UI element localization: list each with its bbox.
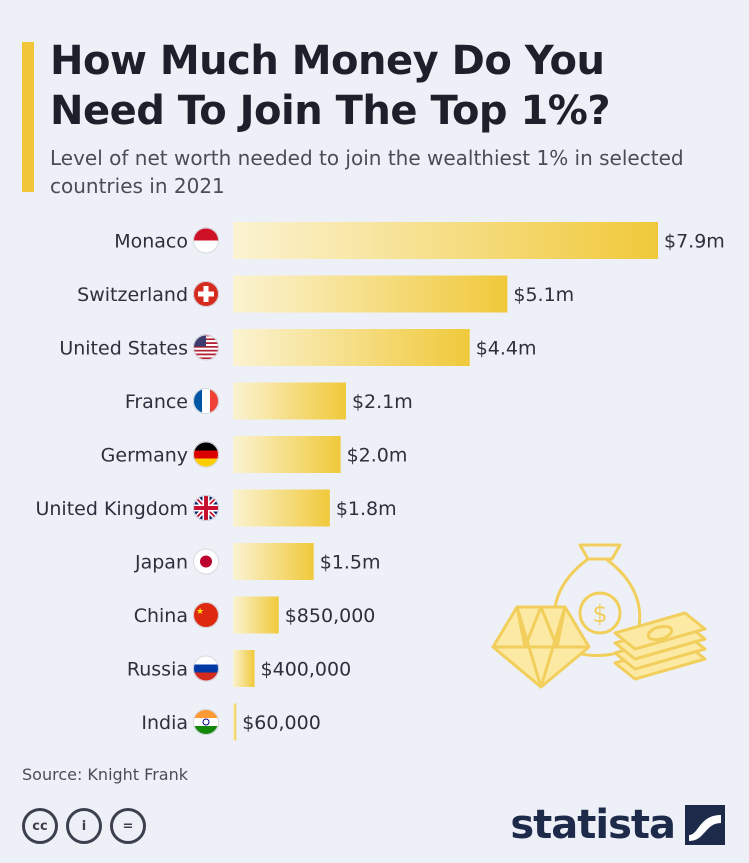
bar — [233, 382, 346, 420]
usa-flag-icon — [193, 334, 219, 361]
bar — [233, 543, 314, 580]
cash-stack-icon — [613, 611, 707, 681]
category-label: France — [125, 391, 188, 413]
india-flag-icon — [193, 709, 219, 735]
brand-name: statista — [510, 802, 676, 848]
value-label: $7.9m — [664, 231, 725, 253]
source-note: Source: Knight Frank — [22, 765, 188, 784]
category-label: India — [141, 712, 188, 734]
bar — [233, 596, 279, 634]
japan-flag-icon — [193, 548, 219, 575]
bar — [233, 650, 255, 687]
bar-chart: Monaco $7.9m Switzerland $5.1m United States… — [35, 222, 725, 741]
value-label: $5.1m — [513, 284, 574, 306]
cc-icon[interactable]: cc — [22, 808, 58, 844]
attribution-icon[interactable]: i — [66, 808, 102, 844]
svg-text:★: ★ — [196, 607, 204, 617]
bar — [233, 489, 330, 527]
value-label: $850,000 — [285, 605, 376, 627]
category-label: Japan — [134, 552, 188, 574]
value-label: $1.8m — [336, 498, 397, 520]
bar-row: Russia $400,000 — [127, 650, 351, 687]
bar — [233, 329, 470, 366]
money-bag-icon: $ — [552, 543, 642, 657]
value-label: $60,000 — [242, 712, 321, 734]
statista-mark-icon — [685, 805, 725, 845]
diamond-icon — [491, 605, 591, 689]
category-label: United Kingdom — [35, 498, 188, 520]
svg-text:$: $ — [592, 600, 607, 628]
chart-subtitle: Level of net worth needed to join the we… — [50, 146, 684, 198]
bar-row: Monaco $7.9m — [114, 222, 725, 259]
bar-row: France $2.1m — [125, 382, 413, 420]
bar-row: Japan $1.5m — [134, 543, 381, 580]
bar-row: India $60,000 — [141, 703, 321, 741]
china-flag-icon: ★ — [193, 602, 219, 628]
statista-logo[interactable]: statista — [510, 802, 725, 848]
bar — [233, 275, 508, 313]
monaco-flag-icon — [193, 227, 219, 254]
bar-row: China ★ $850,000 — [134, 596, 376, 634]
category-label: Switzerland — [77, 284, 188, 306]
bar-row: United States $4.4m — [59, 329, 537, 366]
bar — [233, 222, 658, 259]
category-label: Russia — [127, 659, 188, 681]
value-label: $2.1m — [352, 391, 413, 413]
no-derivatives-icon[interactable]: = — [110, 808, 146, 844]
chart-title: How Much Money Do You Need To Join The T… — [50, 38, 611, 134]
bar — [233, 436, 341, 473]
france-flag-icon — [193, 388, 219, 414]
value-label: $400,000 — [261, 659, 352, 681]
value-label: $1.5m — [320, 552, 381, 574]
category-label: Germany — [101, 445, 188, 467]
russia-flag-icon — [193, 655, 219, 682]
bar — [233, 703, 237, 741]
category-label: Monaco — [114, 231, 188, 253]
title-accent-bar — [22, 42, 34, 192]
value-label: $2.0m — [347, 445, 408, 467]
category-label: China — [134, 605, 188, 627]
wealth-illustration: $ — [491, 543, 707, 689]
bar-row: Germany $2.0m — [101, 436, 408, 473]
germany-flag-icon — [193, 441, 219, 468]
uk-flag-icon — [193, 495, 219, 521]
switzerland-flag-icon — [193, 281, 219, 307]
category-label: United States — [59, 338, 188, 360]
bar-row: Switzerland $5.1m — [77, 275, 574, 313]
bar-row: United Kingdom $1.8m — [35, 489, 397, 527]
license-icons: cc i = — [22, 808, 146, 844]
value-label: $4.4m — [476, 338, 537, 360]
